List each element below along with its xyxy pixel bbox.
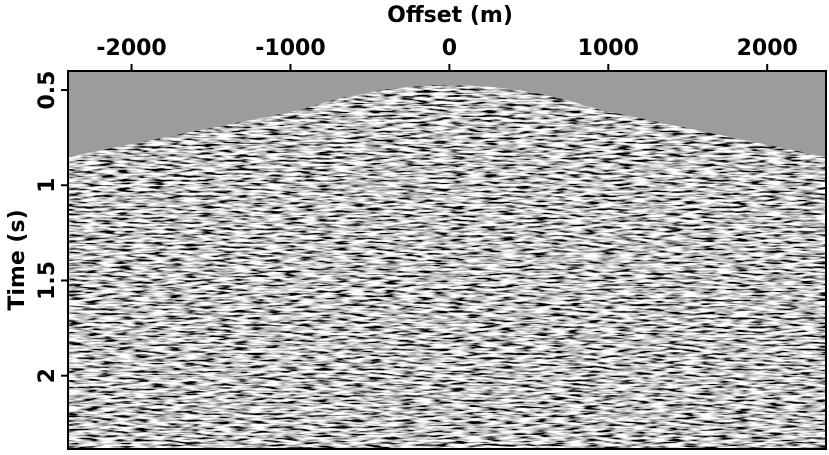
- y-axis-label: Time (s): [5, 209, 30, 310]
- x-tick-label: 0: [442, 36, 457, 61]
- y-tick-label: 1.5: [35, 261, 60, 300]
- seismic-amplitudes: [68, 85, 826, 449]
- y-tick-label: 1: [35, 178, 60, 193]
- x-tick-label: -1000: [255, 36, 325, 61]
- seismic-texture: [68, 85, 826, 449]
- x-tick-label: 1000: [578, 36, 639, 61]
- y-tick-label: 2: [35, 368, 60, 383]
- x-tick-label: -2000: [96, 36, 166, 61]
- plot-frame: [67, 70, 827, 450]
- x-axis-label: Offset (m): [387, 3, 513, 28]
- axes: -2000 -1000 0 1000 2000 0.5 1 1.5 2: [35, 36, 798, 383]
- x-tick-label: 2000: [737, 36, 798, 61]
- y-tick-label: 0.5: [35, 71, 60, 110]
